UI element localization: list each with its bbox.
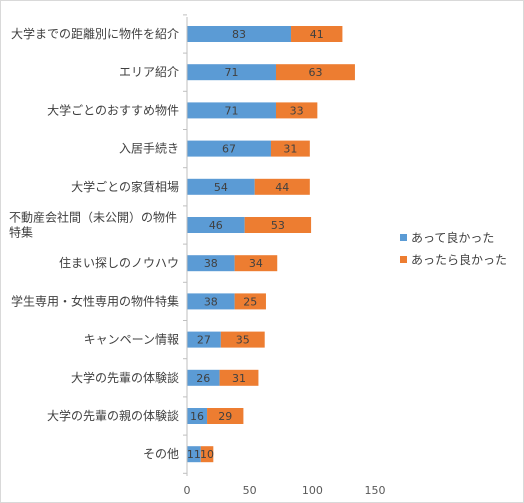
category-label: 不動産会社間（未公開）の物件特集 xyxy=(9,210,177,240)
category-label: 学生専用・女性専用の物件特集 xyxy=(11,293,179,308)
bar-segment xyxy=(187,217,245,233)
data-label: 34 xyxy=(249,257,263,270)
data-label: 83 xyxy=(232,28,246,41)
category-label: 大学の先輩の親の体験談 xyxy=(47,408,179,423)
bar-segment xyxy=(220,331,265,348)
data-label: 35 xyxy=(236,334,250,347)
data-label: 29 xyxy=(218,410,232,423)
x-tick-label: 50 xyxy=(243,484,257,497)
data-label: 10 xyxy=(200,448,214,461)
data-label: 41 xyxy=(310,28,324,41)
data-label: 33 xyxy=(290,104,304,117)
legend-swatch xyxy=(400,234,407,241)
x-tick-label: 100 xyxy=(302,484,323,497)
bar-segment xyxy=(219,369,259,386)
category-label: キャンペーン情報 xyxy=(84,333,179,347)
data-label: 38 xyxy=(204,257,218,270)
bar-segment xyxy=(234,255,278,272)
legend-label: あって良かった xyxy=(411,230,494,245)
bar-segment xyxy=(187,178,255,195)
bar-segment xyxy=(234,293,266,310)
data-label: 71 xyxy=(224,66,238,79)
bar-segment xyxy=(187,446,201,463)
category-label: 住まい探しのノウハウ xyxy=(59,256,179,270)
x-tick-label: 0 xyxy=(184,484,191,497)
data-label: 31 xyxy=(232,372,246,385)
category-label: エリア紹介 xyxy=(119,65,179,79)
bar-segment xyxy=(254,178,310,195)
bar-segment xyxy=(187,64,276,81)
bar-segment xyxy=(187,331,221,348)
data-label: 44 xyxy=(275,181,289,194)
bar-segment xyxy=(291,26,343,42)
data-label: 25 xyxy=(243,295,257,308)
category-label: 大学までの距離別に物件を紹介 xyxy=(11,26,179,41)
category-label: 入居手続き xyxy=(119,142,179,156)
bar-segment xyxy=(200,446,214,463)
category-label: その他 xyxy=(143,447,179,461)
category-label: 大学ごとのおすすめ物件 xyxy=(47,102,179,117)
bar-segment xyxy=(187,293,235,310)
bar-segment xyxy=(187,255,235,272)
bars-layer: 83 41 71 63 71 33 67 31 54 44 46 53 38 34 38 25 27 35 26 31… xyxy=(187,26,355,463)
bar-segment xyxy=(244,217,312,233)
bar-segment xyxy=(187,140,271,157)
labels-layer: 大学までの距離別に物件を紹介エリア紹介大学ごとのおすすめ物件入居手続き大学ごとの… xyxy=(9,26,179,461)
bar-segment xyxy=(187,369,220,386)
data-label: 54 xyxy=(214,181,228,194)
data-label: 46 xyxy=(209,219,223,232)
data-label: 31 xyxy=(283,143,297,156)
data-label: 53 xyxy=(271,219,285,232)
data-label: 11 xyxy=(187,448,201,461)
data-label: 71 xyxy=(224,104,238,117)
legend-swatch xyxy=(400,256,407,263)
bar-segment xyxy=(187,102,276,119)
bar-segment xyxy=(187,26,292,42)
bar-segment xyxy=(275,102,318,119)
data-label: 26 xyxy=(196,372,210,385)
x-tick-label: 150 xyxy=(365,484,386,497)
data-label: 16 xyxy=(190,410,204,423)
bar-segment xyxy=(207,408,244,424)
bar-segment xyxy=(275,64,355,81)
data-label: 38 xyxy=(204,295,218,308)
data-label: 67 xyxy=(222,143,236,156)
category-label: 大学ごとの家賃相場 xyxy=(71,179,179,194)
data-label: 27 xyxy=(197,334,211,347)
axis-layer: 0 50 100 150 xyxy=(183,14,386,497)
bar-segment xyxy=(270,140,310,157)
legend-label: あったら良かった xyxy=(411,252,507,267)
bar-segment xyxy=(187,408,208,424)
category-label: 大学の先輩の体験談 xyxy=(71,370,179,385)
data-label: 63 xyxy=(308,66,322,79)
